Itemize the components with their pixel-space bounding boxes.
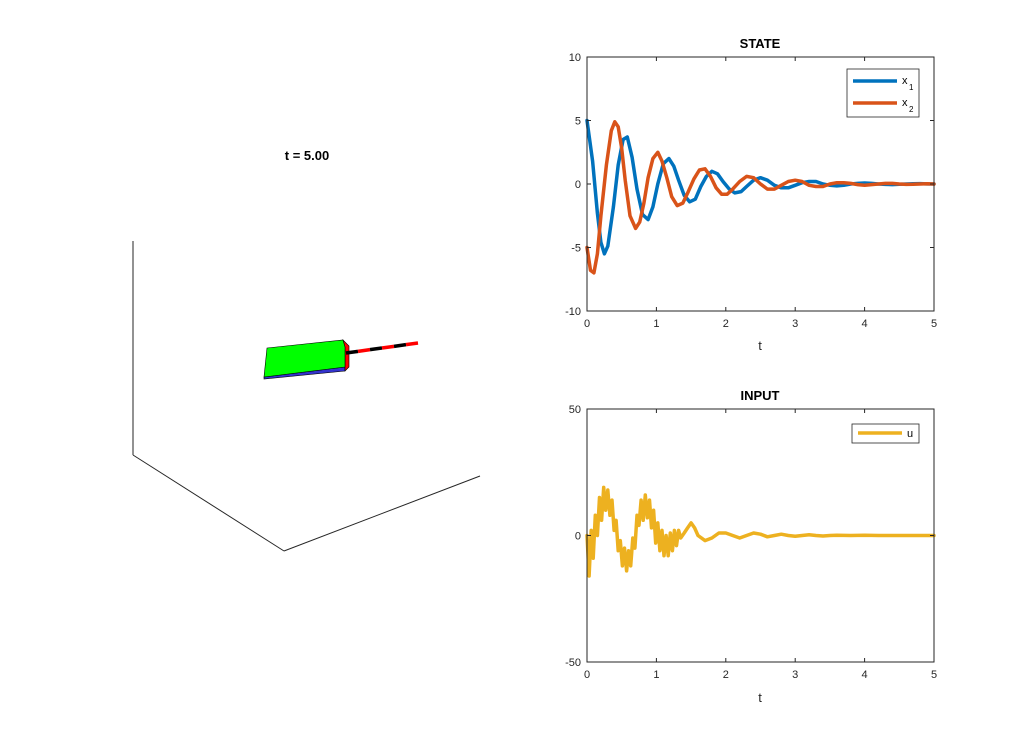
input-x-axis-label: t	[758, 690, 762, 705]
legend-sub-x1: 1	[909, 83, 914, 92]
pole-segment	[393, 342, 407, 349]
series-line-x1	[585, 118, 936, 256]
pole-segment	[405, 341, 419, 347]
pole-segment	[357, 347, 371, 354]
state-x-axis-label: t	[758, 338, 762, 353]
y-tick-label: 10	[569, 52, 581, 64]
scene-3d: t = 5.00	[132, 148, 481, 552]
state-legend: x 1 x 2	[846, 68, 920, 118]
input-plot-area	[585, 485, 936, 578]
state-plot-area	[585, 118, 936, 275]
x-tick-label: 3	[792, 318, 798, 330]
legend-sub-x2: 2	[909, 105, 914, 114]
pole-segment	[369, 346, 383, 352]
x-tick-label: 5	[931, 318, 937, 330]
series-line-u	[585, 485, 936, 578]
y-tick-label: 50	[569, 404, 581, 416]
scene-title: t = 5.00	[285, 148, 329, 163]
x-tick-label: 4	[862, 318, 868, 330]
y-tick-label: -10	[565, 306, 581, 318]
x-tick-label: 1	[653, 669, 659, 681]
scene-y-axis	[283, 475, 481, 552]
state-chart: STATE 0 1 2 3 4 5 -10 -5 0 5 10 t x 1 x 2	[565, 36, 937, 353]
pole-segment	[381, 344, 395, 350]
y-tick-label: 0	[575, 531, 581, 543]
x-tick-label: 5	[931, 669, 937, 681]
input-legend: u	[851, 423, 920, 444]
scene-x-axis	[132, 454, 285, 552]
y-tick-label: -50	[565, 657, 581, 669]
pendulum-pole	[345, 341, 419, 355]
x-tick-label: 0	[584, 318, 590, 330]
y-tick-label: -5	[571, 243, 581, 255]
x-tick-label: 1	[653, 318, 659, 330]
state-legend-box	[846, 68, 920, 118]
legend-label-x2: x	[902, 97, 908, 109]
legend-label-u: u	[907, 428, 913, 440]
state-chart-title: STATE	[740, 36, 781, 51]
cart-top-face	[263, 339, 346, 378]
legend-label-x1: x	[902, 75, 908, 87]
x-tick-label: 2	[723, 669, 729, 681]
series-line-x2	[585, 120, 936, 275]
state-ticks: 0 1 2 3 4 5 -10 -5 0 5 10	[565, 52, 937, 330]
pole-segment	[345, 349, 359, 355]
y-tick-label: 0	[575, 179, 581, 191]
cart-body	[263, 338, 350, 380]
x-tick-label: 0	[584, 669, 590, 681]
x-tick-label: 4	[862, 669, 868, 681]
x-tick-label: 3	[792, 669, 798, 681]
x-tick-label: 2	[723, 318, 729, 330]
y-tick-label: 5	[575, 116, 581, 128]
input-chart-title: INPUT	[741, 388, 780, 403]
